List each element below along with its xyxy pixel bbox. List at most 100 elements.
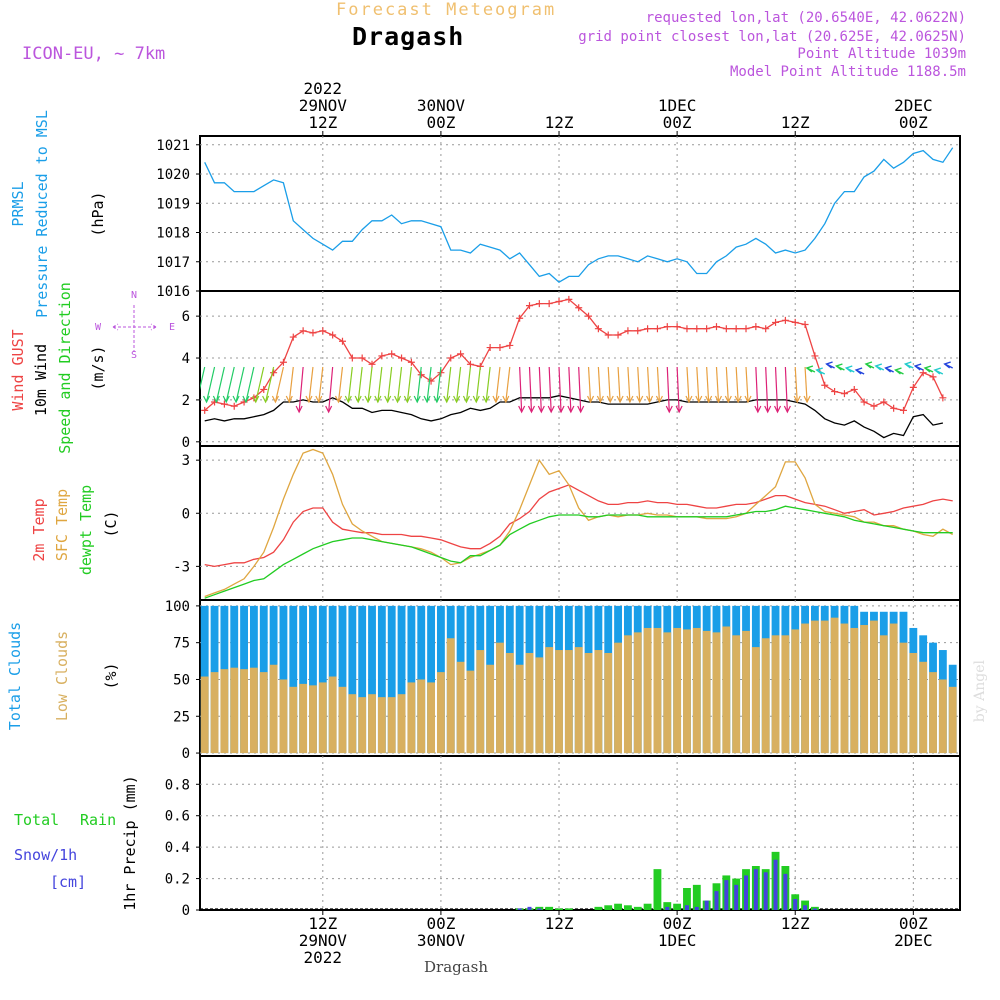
low-cloud-bar [299,683,308,754]
total-cloud-bar [299,605,308,754]
wind-arrow-head [334,395,343,404]
wind-arrow-head [626,395,634,404]
temperature-plot-area [204,448,954,599]
precip-rain-label: Rain [80,811,116,829]
snow-bar [753,869,758,910]
wind-arrow-head [285,395,293,404]
pressure-label-prmsl: PRMSL [9,181,27,226]
wind-arrow-head [384,395,392,404]
wind-arrow [505,366,511,403]
wind-arrow-head [884,365,892,373]
wind-arrow-head [364,395,372,404]
gust-marker [466,360,474,368]
wind-arrow [318,366,324,403]
requested-coords: requested lon,lat (20.6540E, 42.0622N) [645,10,966,26]
bottom-tick-label: 2022 [304,948,343,967]
wind-arrow-head [403,395,411,404]
wind-arrow-head [577,405,585,414]
wind-arrow-head [793,395,801,404]
gust-marker [870,402,878,410]
bottom-tick-label: 29NOV [299,931,348,950]
low-cloud-bar [781,635,790,754]
wind-arrow [367,366,373,403]
low-cloud-bar [889,623,898,754]
clouds-ytick-label: 100 [165,599,190,615]
wind-arrow-head [596,395,604,404]
wind-arrow [245,366,255,403]
gust-marker [811,352,819,360]
bottom-tick-label: 00Z [663,914,692,933]
model-label: ICON-EU, ~ 7km [22,44,166,64]
low-cloud-bar [427,682,435,754]
wind-arrow-head [325,405,333,414]
gust-marker [496,344,504,352]
gust-marker [781,316,789,324]
gust-marker [585,312,593,320]
series-wind-gust [204,298,944,412]
low-cloud-bar [574,647,583,754]
wind-arrow [627,366,631,403]
rain-bar [643,903,652,910]
low-cloud-bar [446,638,455,754]
wind-ytick-label: 4 [182,351,190,367]
bottom-tick-label: 12Z [781,914,810,933]
rain-bar [692,884,701,910]
gust-marker [378,352,386,360]
wind-arrow [804,366,808,403]
low-cloud-bar [397,694,406,754]
gust-marker [663,323,671,331]
snow-bar [744,875,749,910]
gust-marker [398,354,406,362]
compass-south: S [131,350,137,361]
wind-arrow [519,366,523,413]
gust-marker [624,327,632,335]
pressure-ytick-label: 1021 [156,138,190,154]
wind-arrow-head [200,396,201,397]
gust-marker [880,398,888,406]
wind-arrow [377,366,383,403]
temperature-panel: -3 0 3 [173,445,961,601]
wind-arrow [337,366,344,403]
precip-total-label: Total [14,811,59,829]
temp-dewpt-label: dewpt Temp [77,485,95,575]
precipitation-ytick-label: 0.6 [165,809,190,825]
wind-arrow-head [933,367,942,375]
wind-arrow-head [783,405,791,414]
gust-marker [525,302,533,310]
clouds-ytick-label: 25 [173,709,190,725]
wind-arrow-head [913,363,922,371]
top-tick-label: 00Z [426,113,455,132]
low-cloud-bar [929,672,937,754]
wind-arrow-head [413,395,421,404]
rain-bar [614,903,622,910]
low-cloud-bar [289,686,298,754]
series-prmsl [204,147,954,283]
bottom-tick-label: 00Z [426,914,455,933]
low-cloud-bar [820,620,829,754]
gust-marker [447,354,455,362]
wind-arrow-head [518,405,526,414]
low-cloud-bar [476,650,485,754]
rain-bar [633,906,642,910]
gust-marker [712,323,720,331]
low-cloud-bar [240,669,248,754]
low-cloud-bar [712,632,721,754]
snow-bar [773,859,778,910]
wind-arrow [387,366,393,403]
top-tick-label: 2DEC [894,96,933,115]
bottom-tick-label: 00Z [899,914,928,933]
low-cloud-bar [702,630,711,754]
top-tick-label: 12Z [308,113,337,132]
wind-arrow-head [232,395,240,404]
gust-marker [417,371,425,379]
gust-marker [791,318,799,326]
wind-arrow-head [724,395,732,404]
wind-arrow-head [547,405,555,414]
low-cloud-bar [230,667,239,754]
wind-arrow-head [295,405,303,414]
gust-marker [644,325,652,333]
snow-bar [714,891,719,910]
gust-marker [358,354,366,362]
temperature-ytick-label: 3 [182,453,190,469]
